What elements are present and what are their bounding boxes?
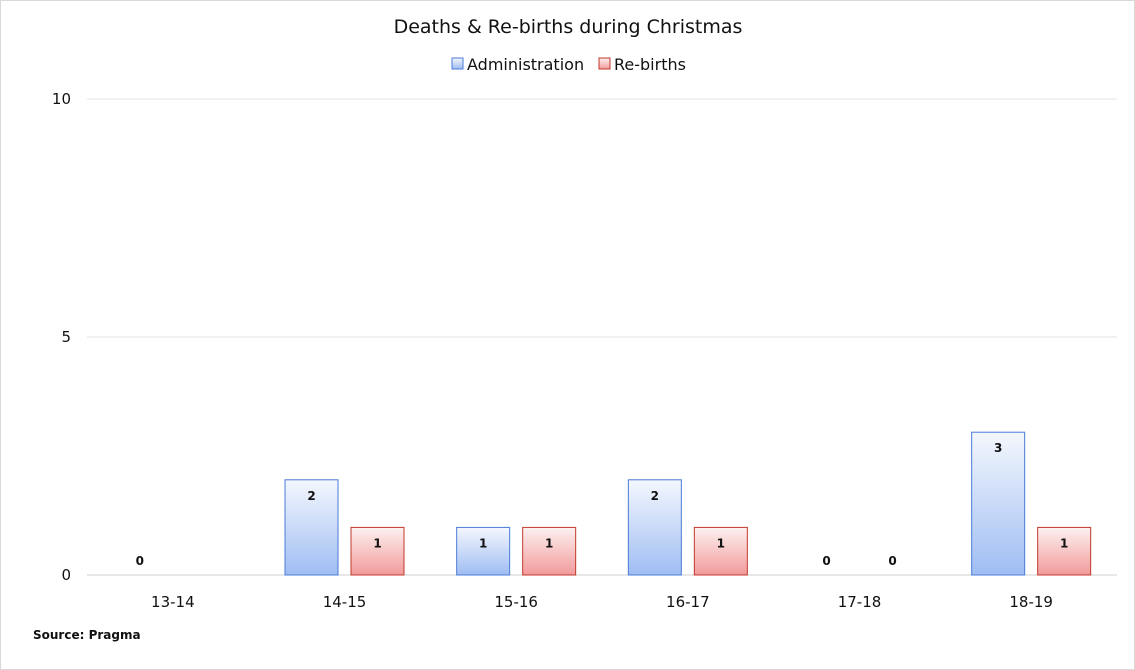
bar-re-births-18-19 xyxy=(1037,526,1092,576)
data-label: 2 xyxy=(307,489,315,503)
data-label: 1 xyxy=(717,536,725,550)
legend-label: Administration xyxy=(467,55,584,74)
y-tick-label: 10 xyxy=(52,90,71,108)
x-tick-label: 14-15 xyxy=(323,593,367,611)
y-tick-label: 0 xyxy=(61,566,71,584)
bar-re-births-15-16 xyxy=(522,526,577,576)
data-label: 0 xyxy=(136,554,144,568)
data-label: 2 xyxy=(651,489,659,503)
chart-title: Deaths & Re-births during Christmas xyxy=(394,16,743,38)
source-note: Source: Pragma xyxy=(33,628,141,642)
bar-re-births-14-15 xyxy=(350,526,405,576)
legend: Administration Re-births xyxy=(451,55,686,74)
x-tick-label: 18-19 xyxy=(1009,593,1053,611)
legend-label: Re-births xyxy=(614,55,686,74)
gridlines xyxy=(87,98,1117,576)
data-label: 1 xyxy=(479,536,487,550)
bar-re-births-16-17 xyxy=(693,526,748,576)
data-label: 0 xyxy=(888,554,896,568)
legend-swatch-re-births xyxy=(598,57,611,70)
x-tick-label: 16-17 xyxy=(666,593,710,611)
x-axis-categories: 13-14 14-15 15-16 16-17 17-18 18-19 xyxy=(151,593,1053,611)
data-label: 1 xyxy=(545,536,553,550)
bar-administration-15-16 xyxy=(456,526,511,576)
data-label: 0 xyxy=(822,554,830,568)
x-tick-label: 15-16 xyxy=(494,593,538,611)
x-tick-label: 13-14 xyxy=(151,593,195,611)
legend-swatch-administration xyxy=(451,57,464,70)
bar-administration-18-19 xyxy=(971,431,1026,576)
data-label: 3 xyxy=(994,441,1002,455)
data-label: 1 xyxy=(1060,536,1068,550)
y-tick-label: 5 xyxy=(61,328,71,346)
bar-administration-14-15 xyxy=(284,479,339,576)
bar-administration-16-17 xyxy=(627,479,682,576)
data-labels: 0 2 1 1 1 2 1 0 0 3 1 xyxy=(136,441,1069,568)
y-axis-ticks: 0 5 10 xyxy=(52,90,71,584)
bars xyxy=(284,431,1092,576)
x-tick-label: 17-18 xyxy=(838,593,882,611)
data-label: 1 xyxy=(373,536,381,550)
